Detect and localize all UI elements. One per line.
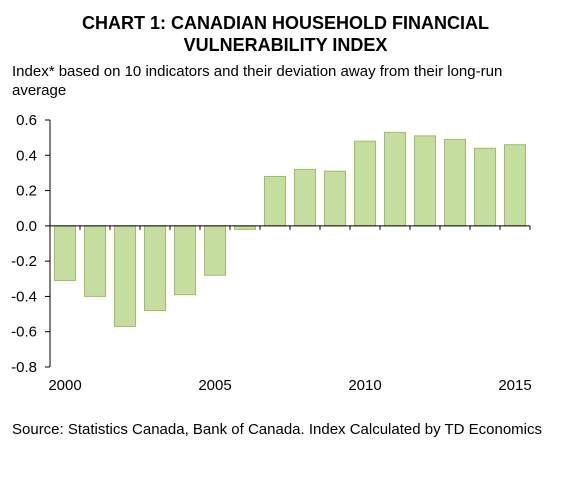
x-tick-label: 2005	[198, 377, 231, 394]
y-tick-label: -0.8	[11, 359, 37, 376]
bar-2013	[444, 138, 466, 227]
chart-subtitle: Index* based on 10 indicators and their …	[12, 63, 503, 99]
y-tick-label: 0.0	[16, 218, 37, 235]
bar-2014	[474, 147, 496, 227]
bar-2011	[384, 131, 406, 227]
y-tick-label: 0.4	[16, 147, 37, 164]
y-tick-label: -0.6	[11, 324, 37, 341]
y-tick-label: 0.6	[16, 112, 37, 129]
bar-2008	[294, 168, 316, 227]
bar-2002	[114, 225, 136, 327]
bar-2001	[84, 225, 106, 297]
bar-2010	[354, 140, 376, 227]
y-tick-label: -0.2	[11, 253, 37, 270]
bar-2015	[504, 144, 526, 227]
bar-2005	[204, 225, 226, 276]
y-tick-label: 0.2	[16, 183, 37, 200]
chart-title-line-2: VULNERABILITY INDEX	[183, 35, 388, 55]
bar-2009	[324, 170, 346, 227]
chart-title: CHART 1: CANADIAN HOUSEHOLD FINANCIAL VU…	[0, 12, 571, 56]
bar-2000	[54, 225, 76, 282]
x-tick-label: 2015	[498, 377, 531, 394]
bar-2006	[234, 225, 256, 230]
y-tick-label: -0.4	[11, 288, 37, 305]
source-note: Source: Statistics Canada, Bank of Canad…	[12, 421, 543, 438]
bar-2012	[414, 135, 436, 227]
x-tick-label: 2010	[348, 377, 381, 394]
chart-title-line-1: CHART 1: CANADIAN HOUSEHOLD FINANCIAL	[82, 13, 489, 33]
bar-2007	[264, 175, 286, 227]
x-tick-label: 2000	[48, 377, 81, 394]
bar-2003	[144, 225, 166, 312]
bar-2004	[174, 225, 196, 296]
